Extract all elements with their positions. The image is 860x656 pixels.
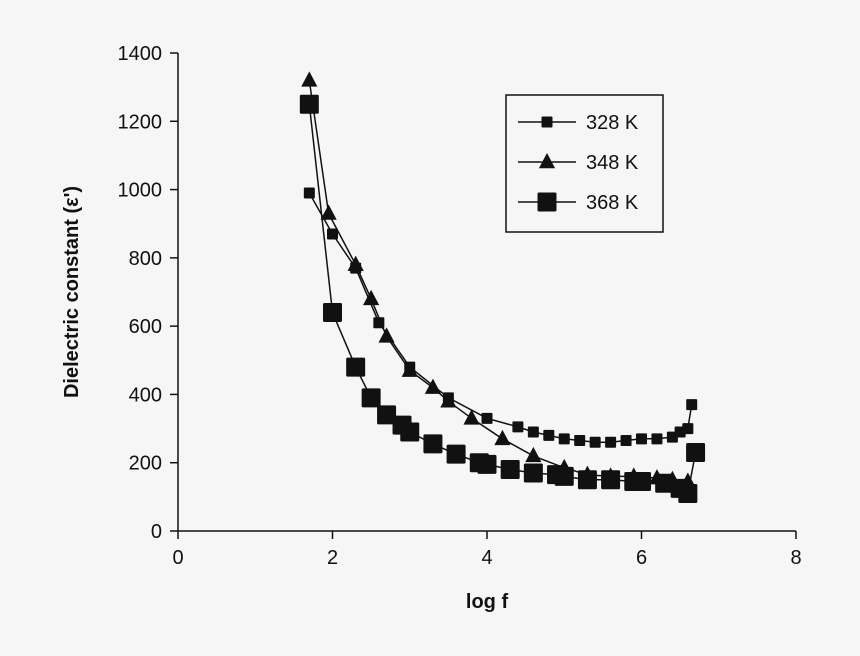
data-point [477, 454, 497, 474]
legend-marker [541, 116, 553, 128]
legend-marker [537, 192, 557, 212]
data-point [589, 436, 601, 448]
data-point [682, 423, 694, 435]
data-point [327, 228, 338, 240]
legend-item-1: 348 K [518, 152, 639, 174]
data-point [363, 289, 380, 306]
data-point [361, 388, 381, 408]
data-point [423, 434, 443, 454]
data-point [651, 433, 663, 445]
legend-label: 348 K [586, 152, 639, 174]
data-point [512, 421, 524, 433]
data-point [301, 71, 318, 87]
legend-label: 328 K [586, 112, 639, 134]
x-tick-label: 6 [636, 547, 647, 569]
y-tick-label: 400 [129, 384, 162, 406]
data-point [686, 399, 698, 411]
data-point [446, 444, 466, 464]
data-point [494, 429, 511, 446]
x-tick-label: 2 [327, 547, 338, 569]
data-point [346, 357, 366, 377]
data-point [463, 409, 480, 425]
data-point [378, 327, 395, 343]
legend: 328 K 348 K 368 K [505, 94, 664, 233]
legend-label: 368 K [586, 192, 639, 214]
data-point [400, 422, 420, 442]
data-point [440, 392, 457, 408]
x-tick-label: 4 [481, 547, 492, 569]
data-point [481, 412, 493, 424]
data-point [401, 361, 418, 377]
data-point [527, 426, 539, 438]
series-2 [299, 94, 706, 503]
y-tick-label: 1200 [118, 111, 163, 133]
data-point [323, 302, 342, 322]
axes: 0 2 4 6 8 0 200 400 600 800 1000 1200 1400 [118, 43, 802, 569]
data-point [377, 405, 397, 425]
y-tick-label: 1000 [118, 180, 163, 202]
data-point [523, 463, 543, 483]
x-tick-label: 0 [172, 547, 183, 569]
data-point [620, 435, 632, 447]
plot-area [299, 71, 706, 503]
data-point [554, 466, 574, 486]
data-point [686, 442, 706, 462]
legend-marker [538, 153, 556, 169]
y-tick-label: 0 [151, 521, 162, 543]
y-tick-label: 600 [129, 316, 162, 338]
legend-box [505, 94, 664, 233]
data-point [574, 435, 586, 447]
legend-item-0: 328 K [518, 112, 639, 134]
data-point [577, 470, 597, 490]
data-point [303, 187, 315, 199]
y-tick-label: 800 [129, 248, 162, 270]
data-point [678, 483, 698, 503]
data-point [601, 470, 621, 490]
y-tick-label: 200 [129, 453, 162, 475]
data-point [299, 94, 319, 114]
data-point [605, 436, 617, 448]
data-point [347, 255, 364, 271]
data-point [320, 204, 337, 220]
data-point [655, 473, 675, 493]
data-point [632, 471, 651, 491]
data-point [500, 460, 520, 480]
data-point [525, 446, 542, 463]
data-point [558, 433, 570, 445]
legend-item-2: 368 K [518, 192, 639, 214]
x-axis-title: log f [466, 591, 509, 613]
data-point [543, 429, 555, 441]
data-point [636, 433, 647, 445]
x-tick-label: 8 [790, 547, 801, 569]
y-axis-title: Dielectric constant (ε') [61, 186, 83, 398]
y-tick-label: 1400 [118, 43, 163, 65]
data-point [424, 378, 442, 394]
